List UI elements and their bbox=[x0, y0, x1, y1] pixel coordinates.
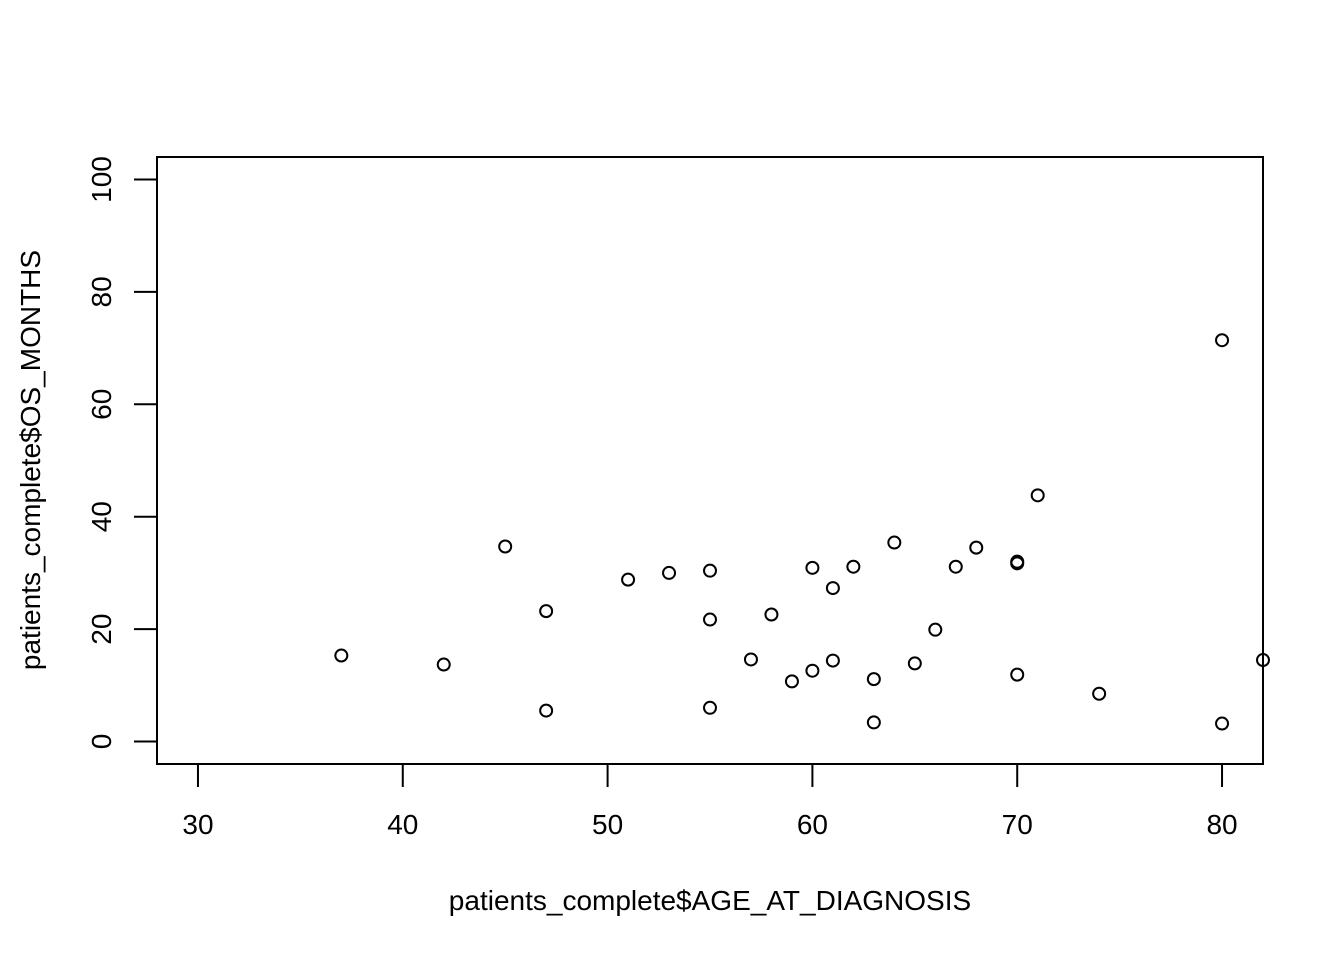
x-tick-label: 40 bbox=[387, 809, 418, 840]
x-axis-title: patients_complete$AGE_AT_DIAGNOSIS bbox=[449, 885, 971, 916]
data-point bbox=[969, 540, 984, 555]
data-point bbox=[825, 581, 840, 596]
data-point bbox=[928, 622, 943, 637]
data-point bbox=[703, 563, 717, 578]
data-point bbox=[887, 535, 902, 550]
y-tick-label: 0 bbox=[86, 734, 117, 750]
data-point bbox=[846, 559, 861, 574]
data-point bbox=[764, 607, 779, 622]
data-point bbox=[866, 672, 881, 687]
data-point bbox=[805, 663, 820, 678]
data-point bbox=[703, 700, 717, 715]
points-layer bbox=[334, 333, 1270, 731]
data-point bbox=[1010, 667, 1025, 682]
y-tick-label: 40 bbox=[86, 501, 117, 532]
plot-frame bbox=[156, 156, 1264, 765]
y-tick-label: 100 bbox=[86, 156, 117, 203]
y-tick-label: 80 bbox=[86, 276, 117, 307]
data-point bbox=[907, 656, 922, 671]
x-tick-label: 50 bbox=[592, 809, 623, 840]
data-point bbox=[498, 539, 513, 554]
data-point bbox=[539, 604, 554, 619]
data-point bbox=[539, 703, 554, 718]
data-point bbox=[1092, 686, 1107, 701]
data-point bbox=[948, 559, 963, 574]
data-point bbox=[805, 560, 820, 575]
data-point bbox=[662, 565, 677, 580]
data-point bbox=[1030, 488, 1045, 503]
data-point bbox=[743, 652, 758, 667]
data-point bbox=[784, 674, 799, 689]
data-point bbox=[1215, 333, 1230, 348]
data-point bbox=[825, 653, 840, 668]
data-point bbox=[703, 612, 717, 627]
data-point bbox=[621, 572, 636, 587]
x-tick-label: 80 bbox=[1206, 809, 1237, 840]
x-tick-label: 30 bbox=[182, 809, 213, 840]
x-tick-label: 60 bbox=[797, 809, 828, 840]
data-point bbox=[1215, 716, 1230, 731]
axes-layer: 30 40 50 60 70 80 0 20 40 60 80 100 bbox=[86, 156, 1238, 840]
y-tick-label: 60 bbox=[86, 389, 117, 420]
x-tick-label: 70 bbox=[1002, 809, 1033, 840]
data-point bbox=[866, 715, 881, 730]
y-axis-title: patients_complete$OS_MONTHS bbox=[15, 250, 46, 670]
data-point bbox=[334, 648, 349, 663]
data-point bbox=[1010, 556, 1025, 571]
y-tick-label: 20 bbox=[86, 614, 117, 645]
data-point bbox=[436, 657, 451, 672]
